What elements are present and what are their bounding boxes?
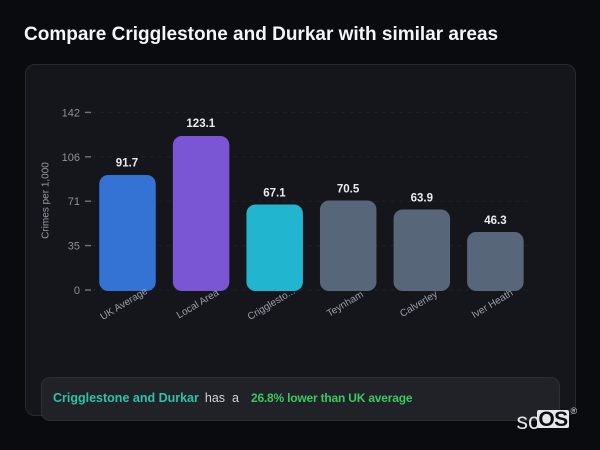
svg-text:67.1: 67.1 [263, 188, 286, 200]
svg-text:Teynham: Teynham [325, 289, 365, 319]
svg-text:Crimes per 1,000: Crimes per 1,000 [41, 162, 52, 239]
svg-text:63.9: 63.9 [411, 193, 433, 205]
svg-text:123.1: 123.1 [186, 118, 215, 130]
svg-text:142: 142 [62, 107, 80, 119]
svg-text:Iver Heath: Iver Heath [470, 288, 515, 321]
svg-text:70.5: 70.5 [337, 184, 360, 196]
svg-text:Calverley: Calverley [398, 289, 439, 320]
svg-text:0: 0 [74, 285, 80, 297]
svg-text:35: 35 [68, 241, 80, 253]
svg-text:Crigglesto...: Crigglesto... [246, 286, 297, 323]
svg-text:106: 106 [62, 152, 80, 164]
svg-text:UK Average: UK Average [99, 286, 151, 323]
svg-text:46.3: 46.3 [484, 215, 506, 227]
svg-text:91.7: 91.7 [116, 158, 138, 170]
svg-text:71: 71 [68, 196, 80, 208]
svg-text:Local Area: Local Area [175, 287, 222, 321]
